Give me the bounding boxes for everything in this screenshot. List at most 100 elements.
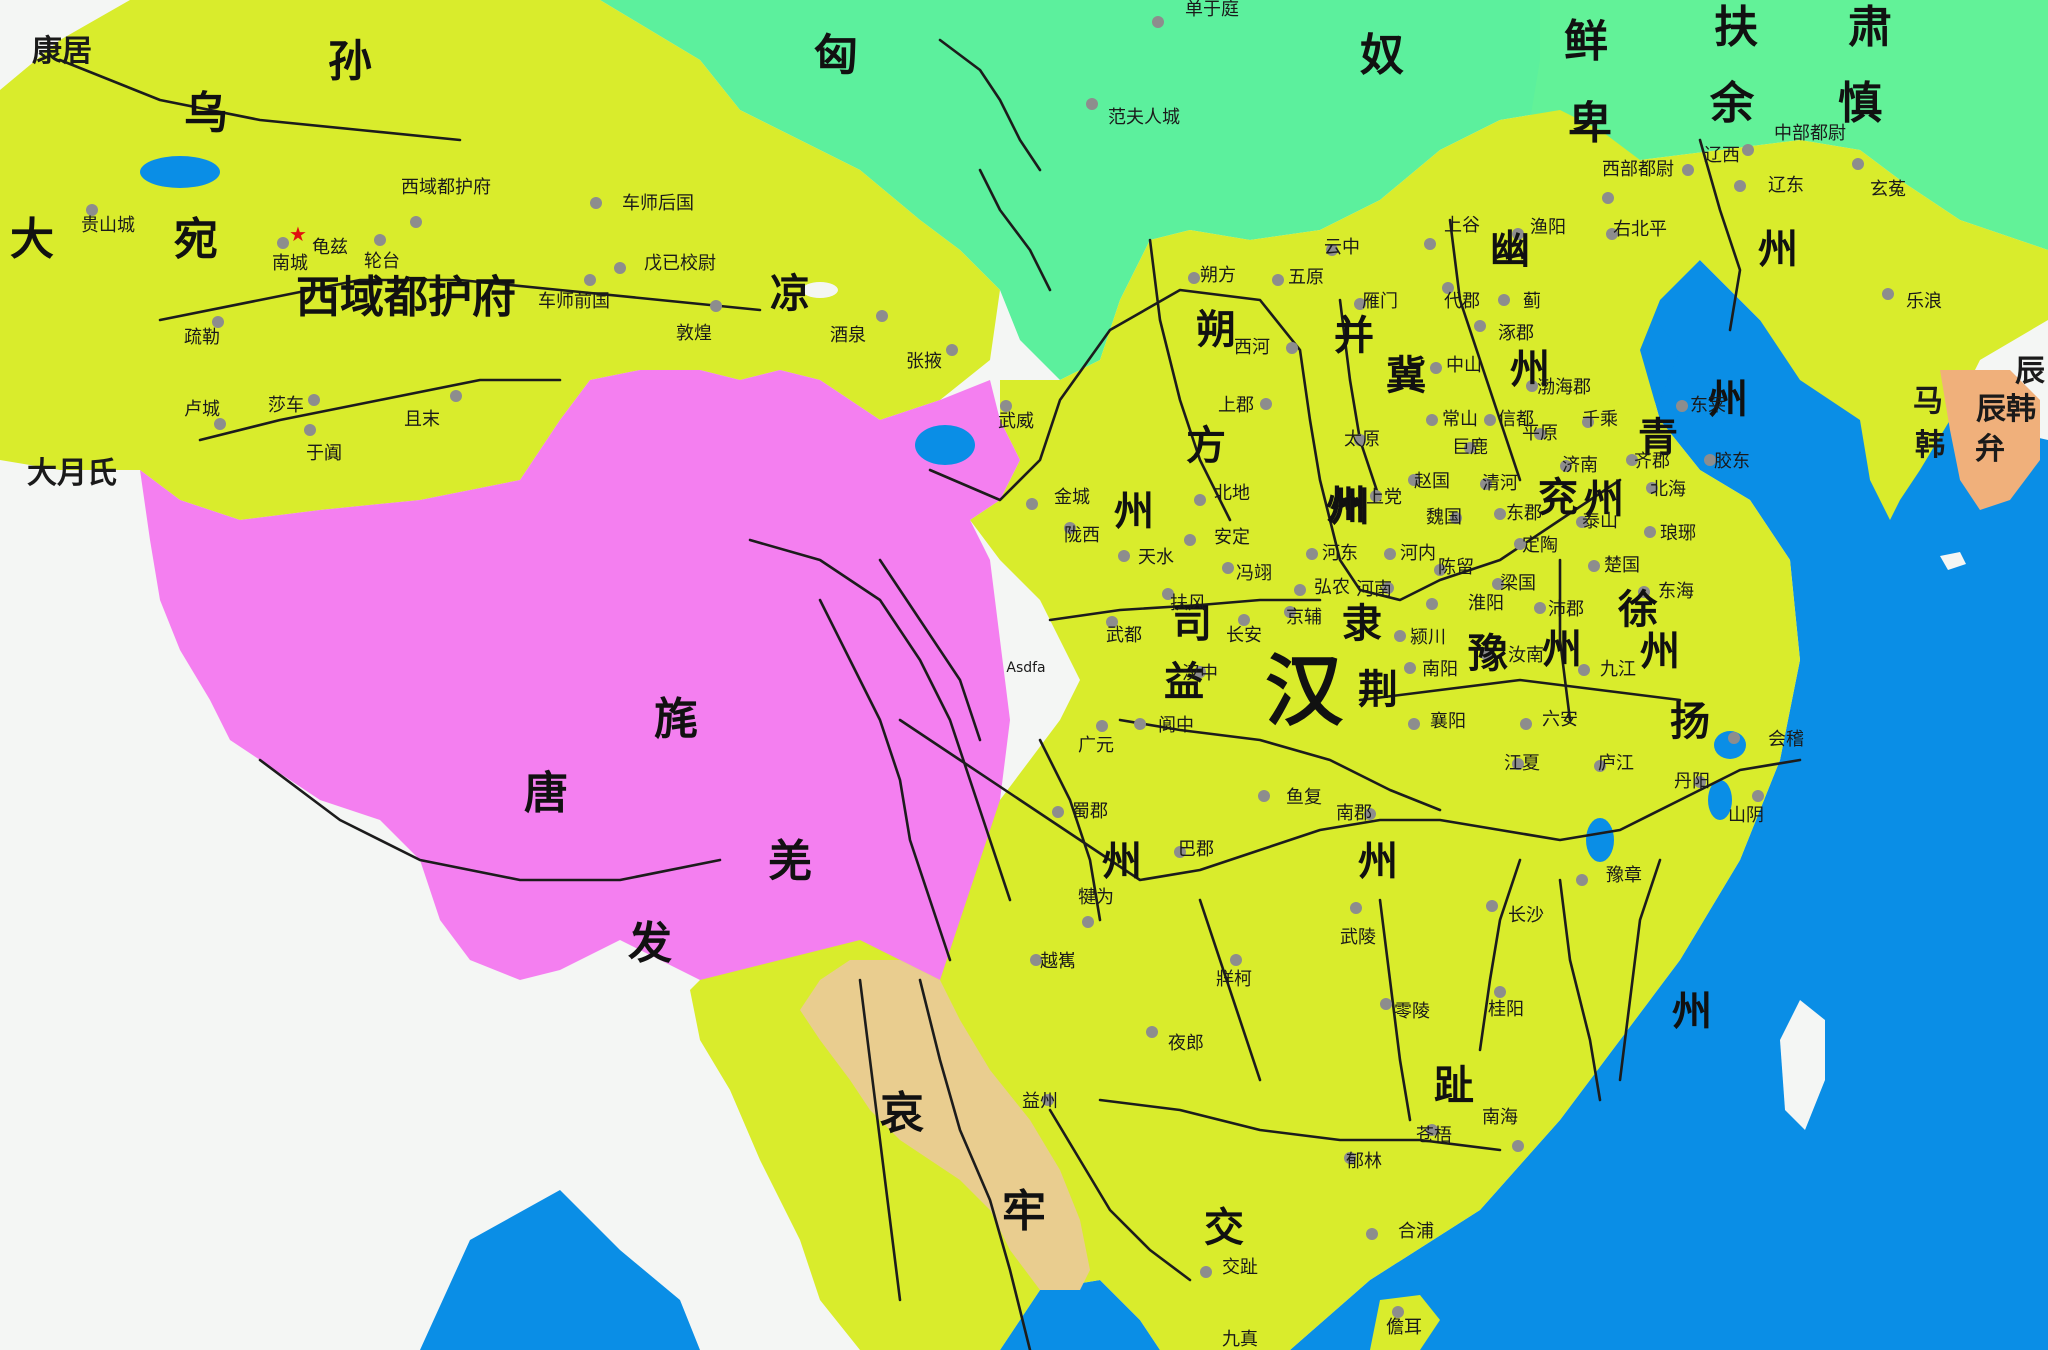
east-sea <box>1290 250 2048 1350</box>
city-label-donghai: 东海 <box>1658 581 1694 602</box>
label-yuezhi: 大月氏 <box>27 456 117 491</box>
label-xianbei-1: 鲜 <box>1564 16 1608 67</box>
label-shuofang-1: 朔 <box>1196 306 1236 353</box>
han-border-1 <box>1148 238 1232 522</box>
city-dot-shujun <box>1052 806 1064 818</box>
city-label-hongnong: 弘农 <box>1314 577 1350 598</box>
river-network <box>58 38 1802 1350</box>
city-label-lelang: 乐浪 <box>1906 291 1942 312</box>
city-dot-yuzhang <box>1576 874 1588 886</box>
city-label-changshan: 常山 <box>1442 409 1478 430</box>
city-label-zhaoguo: 赵国 <box>1414 471 1450 492</box>
city-dot-xiangyang <box>1408 718 1420 730</box>
city-label-weiguo: 魏国 <box>1426 507 1462 528</box>
label-qiang-2: 旄 <box>654 694 698 745</box>
han-border-5 <box>1198 898 1262 1082</box>
city-label-zhongbu-duwei: 中部都尉 <box>1774 123 1846 144</box>
city-dot-zhongbu-duwei <box>1742 144 1754 156</box>
city-dot-changan <box>1238 614 1250 626</box>
city-label-henei: 河内 <box>1400 543 1436 564</box>
city-dot-lelang <box>1882 288 1894 300</box>
sichuan-river <box>1038 738 1102 922</box>
city-dot-yulin <box>1344 1152 1356 1164</box>
city-label-longxi: 陇西 <box>1064 525 1100 546</box>
label-yu-2: 州 <box>1542 626 1582 673</box>
city-dot-pingyuan <box>1534 428 1546 440</box>
city-label-danyang: 丹阳 <box>1674 771 1710 792</box>
city-label-peijun: 沛郡 <box>1548 599 1584 620</box>
city-label-yutian: 于阗 <box>306 443 342 464</box>
qiang-river-4 <box>258 758 722 882</box>
taiwan-island <box>1780 1000 1825 1130</box>
salween-river <box>858 978 902 1302</box>
city-label-tianshui: 天水 <box>1138 547 1174 568</box>
hainan-island <box>1370 1295 1440 1350</box>
city-dot-yizhou <box>1042 1094 1054 1106</box>
label-yang-1: 扬 <box>1670 698 1710 745</box>
label-qiang-1: 唐 <box>524 768 568 819</box>
city-label-cheshi-qian: 车师前国 <box>538 291 610 312</box>
city-dot-zhaoguo <box>1408 474 1420 486</box>
city-dot-hongnong <box>1294 584 1306 596</box>
city-label-chuguo: 楚国 <box>1604 555 1640 576</box>
city-dot-langya <box>1644 526 1656 538</box>
han-border-2 <box>1338 298 1382 502</box>
city-label-youbeiping: 右北平 <box>1613 219 1667 240</box>
city-label-kuaiji: 会稽 <box>1768 729 1804 750</box>
city-dot-youbeiping <box>1606 228 1618 240</box>
city-label-shuofang: 朔方 <box>1200 265 1236 286</box>
city-label-shanggu: 上谷 <box>1444 215 1480 236</box>
city-label-beihai: 北海 <box>1650 479 1686 500</box>
qiang-river-3 <box>878 558 982 742</box>
city-label-ji: 蓟 <box>1523 291 1541 312</box>
label-xianbei-2: 卑 <box>1568 98 1612 149</box>
city-dot-lucheng <box>214 418 226 430</box>
city-label-chenliu: 陈留 <box>1438 557 1474 578</box>
label-qing-1: 青 <box>1638 414 1678 461</box>
city-label-langzhong: 阆中 <box>1158 715 1194 736</box>
qiang-territory <box>140 370 1020 980</box>
city-dot-shangdang <box>1370 490 1382 502</box>
city-label-liaodong: 辽东 <box>1768 175 1804 196</box>
city-label-jiaozhi: 交趾 <box>1222 1257 1258 1278</box>
city-label-yuyang: 渔阳 <box>1530 217 1566 238</box>
city-dot-guishan <box>86 204 98 216</box>
label-jing-2: 州 <box>1358 838 1398 885</box>
city-label-lingling: 零陵 <box>1394 1001 1430 1022</box>
city-label-wuji: 戊已校尉 <box>644 253 716 274</box>
label-wusun-2: 孙 <box>328 36 372 87</box>
city-label-jiuquan: 酒泉 <box>830 325 866 346</box>
label-you-1: 幽 <box>1490 226 1530 273</box>
city-label-hepu: 合浦 <box>1398 1221 1434 1242</box>
city-label-yingchuan: 颍川 <box>1410 627 1446 648</box>
city-label-qiemo: 且末 <box>404 409 440 430</box>
city-dot-zhongshan <box>1430 362 1442 374</box>
city-label-zhongshan: 中山 <box>1446 355 1482 376</box>
city-label-yufu: 鱼复 <box>1286 787 1322 808</box>
city-dot-longxi <box>1064 522 1076 534</box>
mekong-river <box>918 978 1032 1350</box>
label-xu-2: 州 <box>1640 628 1680 675</box>
city-dot-xibu-duwei <box>1602 192 1614 204</box>
city-label-hedong: 河东 <box>1322 543 1358 564</box>
city-label-dongjun: 东郡 <box>1506 503 1542 524</box>
city-label-jiaodong: 胶东 <box>1714 451 1750 472</box>
city-dot-guangyuan <box>1096 720 1108 732</box>
city-label-xihe: 西河 <box>1234 337 1270 358</box>
label-fuyu-2: 余 <box>1710 78 1754 129</box>
label-yang-2: 州 <box>1672 988 1712 1035</box>
city-label-luan: 六安 <box>1542 709 1578 730</box>
city-label-fengyi: 冯翊 <box>1236 563 1272 584</box>
label-han: 汉 <box>1264 646 1344 737</box>
city-label-yuexi: 越嶲 <box>1040 951 1076 972</box>
label-liang-1: 凉 <box>770 270 810 317</box>
city-dot-yingchuan <box>1394 630 1406 642</box>
tarim-river <box>158 278 762 322</box>
label-yan-1: 兖 <box>1538 474 1578 521</box>
lop-nur-lake <box>802 282 838 298</box>
city-label-shache: 莎车 <box>268 395 304 416</box>
city-label-changsha: 长沙 <box>1508 905 1544 926</box>
city-dot-shuofang <box>1188 272 1200 284</box>
city-dot-taiyuan <box>1354 434 1366 446</box>
